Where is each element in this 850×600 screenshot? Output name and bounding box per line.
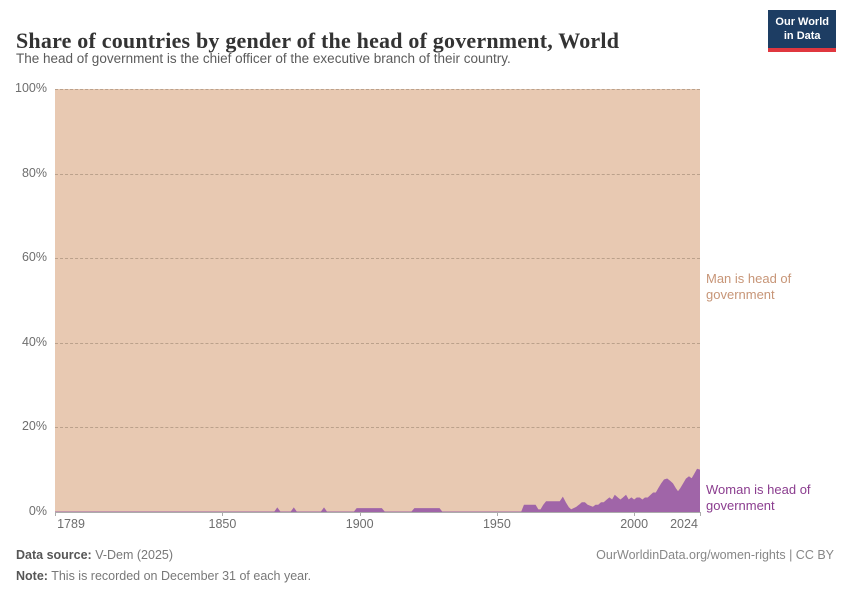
x-axis-tick-1900 (359, 512, 361, 516)
owid-link[interactable]: OurWorldinData.org/women-rights | CC BY (596, 548, 834, 562)
series-label-man: Man is head of government (706, 271, 792, 302)
y-axis-label-60: 60% (21, 250, 47, 265)
chart-subtitle: The head of government is the chief offi… (16, 51, 511, 66)
x-axis-tick-2024 (700, 512, 701, 516)
y-axis-label-80: 80% (21, 165, 47, 180)
data-source-value: V-Dem (2025) (91, 548, 174, 562)
gridline-60 (55, 258, 700, 260)
note-value: This is recorded on December 31 of each … (47, 569, 312, 583)
gridline-40 (55, 342, 700, 344)
data-source-line: Data source: V-Dem (2025) (16, 548, 173, 562)
stacked-area-chart[interactable] (55, 89, 700, 512)
x-axis-label-2000: 2000 (620, 517, 649, 531)
owid-logo[interactable]: Our World in Data (768, 10, 836, 52)
series-label-woman: Woman is head of government (706, 482, 811, 513)
owid-logo-line1: Our World (775, 16, 829, 28)
x-axis-label-1850: 1850 (208, 517, 237, 531)
gridline-80 (55, 173, 700, 175)
y-axis-label-100: 100% (15, 81, 47, 95)
gridline-100 (55, 89, 700, 90)
x-axis-tick-1850 (222, 512, 224, 516)
y-axis-label-0: 0% (28, 504, 47, 518)
x-axis-tick-2000 (634, 512, 636, 516)
x-axis-tick-1789 (55, 512, 56, 516)
chart-plot-area[interactable] (55, 89, 700, 513)
y-axis-label-20: 20% (21, 419, 47, 434)
y-axis-label-40: 40% (21, 334, 47, 349)
x-axis-label-2024: 2024 (670, 517, 698, 531)
gridline-0 (55, 512, 700, 513)
note-label: Note: (16, 569, 48, 583)
note-line: Note: This is recorded on December 31 of… (16, 569, 311, 583)
gridline-20 (55, 427, 700, 429)
x-axis-label-1900: 1900 (345, 517, 374, 531)
man-area-series[interactable] (55, 89, 700, 512)
data-source-label: Data source: (16, 548, 92, 562)
x-axis-label-1950: 1950 (482, 517, 511, 531)
owid-logo-line2: in Data (783, 29, 821, 42)
x-axis-label-1789: 1789 (57, 517, 85, 531)
page-title: Share of countries by gender of the head… (16, 27, 620, 53)
x-axis-tick-1950 (496, 512, 498, 516)
woman-area-series[interactable] (55, 468, 700, 512)
